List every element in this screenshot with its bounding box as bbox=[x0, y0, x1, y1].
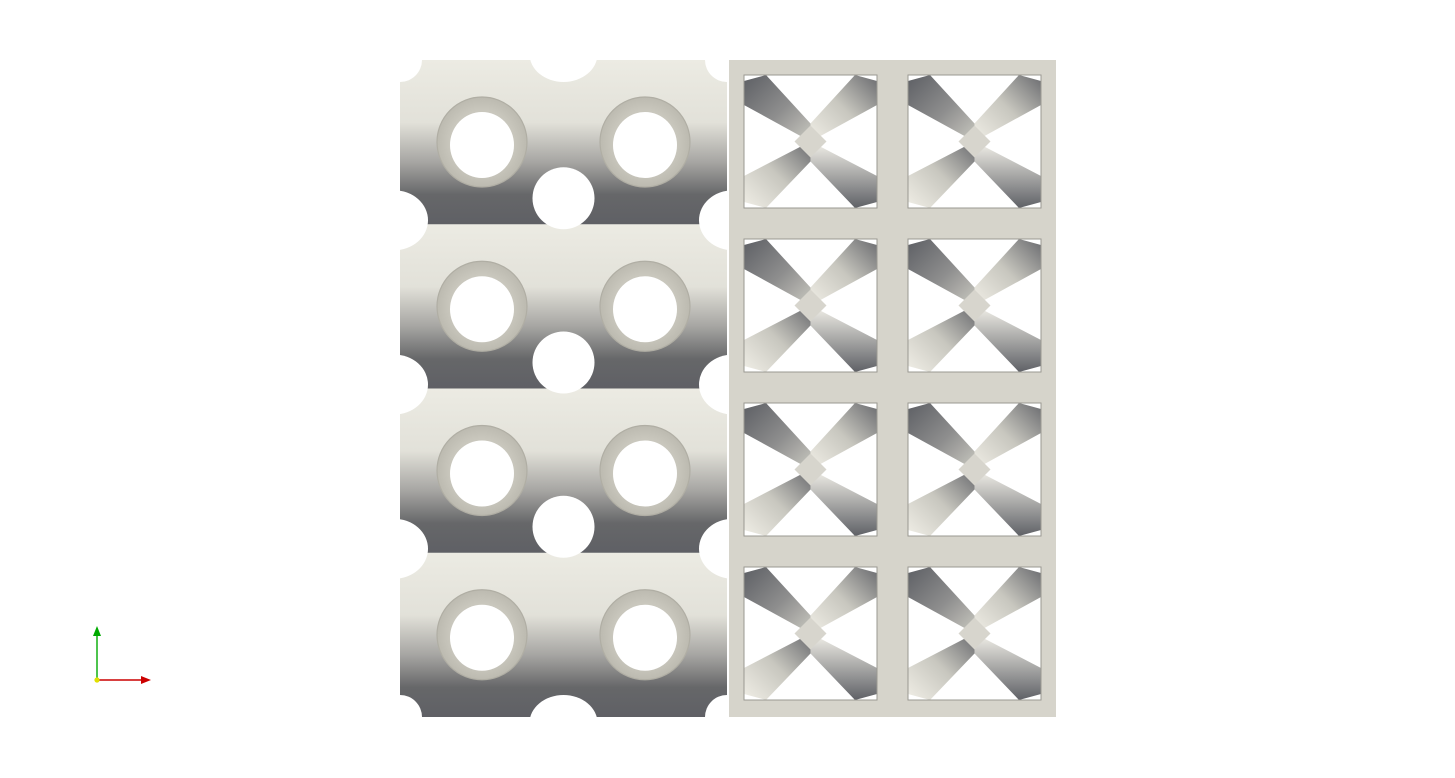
bottom-notch bbox=[529, 695, 598, 751]
ring-edge bbox=[599, 589, 691, 681]
strut-upper-left bbox=[744, 403, 811, 470]
ring-hole bbox=[613, 604, 677, 671]
lattice-cell bbox=[743, 402, 878, 537]
lattice-cell bbox=[907, 402, 1042, 537]
edge-cutout bbox=[360, 354, 428, 415]
ring-edge bbox=[436, 589, 528, 681]
strut-upper-left bbox=[744, 239, 811, 306]
ring-edge bbox=[599, 424, 691, 517]
edge-cutout bbox=[360, 518, 428, 579]
edge-cutout bbox=[360, 190, 428, 251]
ring-edge bbox=[436, 260, 528, 352]
orientation-axes bbox=[93, 626, 151, 684]
ring-edge bbox=[599, 96, 691, 188]
strut-upper-right bbox=[974, 567, 1041, 634]
cell-border bbox=[907, 402, 1042, 537]
y-axis-arrowhead bbox=[93, 626, 101, 636]
ring-hole bbox=[450, 112, 514, 178]
strut-upper-right bbox=[810, 567, 877, 634]
strut-upper-left bbox=[744, 567, 811, 634]
strut-upper-right bbox=[974, 75, 1041, 142]
ring-edge bbox=[436, 96, 528, 188]
ring-hole bbox=[613, 112, 677, 178]
strut-lower-left bbox=[908, 633, 975, 700]
lattice-cell bbox=[907, 566, 1042, 701]
lattice-cell bbox=[743, 238, 878, 373]
strut-upper-right bbox=[810, 75, 877, 142]
top-notch bbox=[529, 26, 598, 82]
ring-hole bbox=[450, 604, 514, 671]
strut-node bbox=[794, 125, 827, 158]
strut-lower-left bbox=[908, 469, 975, 536]
strut-upper-left bbox=[908, 567, 975, 634]
strut-lower-right bbox=[974, 305, 1041, 372]
strut-upper-right bbox=[810, 403, 877, 470]
strut-node bbox=[958, 617, 991, 650]
x-axis-arrowhead bbox=[141, 676, 151, 684]
cell-border bbox=[743, 74, 878, 209]
strut-lower-left bbox=[744, 633, 811, 700]
strut-upper-right bbox=[810, 239, 877, 306]
strut-lower-left bbox=[744, 141, 811, 208]
strut-node bbox=[958, 289, 991, 322]
strut-lower-right bbox=[810, 141, 877, 208]
cell-border bbox=[743, 566, 878, 701]
strut-upper-right bbox=[974, 403, 1041, 470]
corner-cutout bbox=[378, 38, 422, 82]
cell-border bbox=[907, 238, 1042, 373]
cell-border bbox=[907, 566, 1042, 701]
cell-border bbox=[743, 238, 878, 373]
strut-lower-left bbox=[908, 305, 975, 372]
strut-lattice-object bbox=[729, 60, 1056, 717]
ring-hole bbox=[450, 276, 514, 343]
strut-upper-left bbox=[908, 403, 975, 470]
lattice-cell bbox=[743, 74, 878, 209]
strut-lower-right bbox=[810, 305, 877, 372]
cell-border bbox=[907, 74, 1042, 209]
lattice-cell bbox=[743, 566, 878, 701]
strut-upper-left bbox=[908, 239, 975, 306]
strut-lower-right bbox=[974, 141, 1041, 208]
ring-edge bbox=[436, 424, 528, 517]
lattice-cell bbox=[907, 74, 1042, 209]
ring-edge bbox=[599, 260, 691, 352]
ring-hole bbox=[450, 440, 514, 507]
axes-origin bbox=[94, 677, 100, 683]
strut-lower-right bbox=[810, 633, 877, 700]
strut-node bbox=[794, 453, 827, 486]
through-hole bbox=[532, 331, 595, 394]
lattice-cell bbox=[907, 238, 1042, 373]
strut-lower-left bbox=[744, 305, 811, 372]
strut-lower-right bbox=[974, 633, 1041, 700]
strut-node bbox=[794, 289, 827, 322]
corner-cutout bbox=[378, 695, 422, 739]
strut-node bbox=[794, 617, 827, 650]
cell-border bbox=[743, 402, 878, 537]
ring-hole bbox=[613, 276, 677, 343]
through-hole bbox=[532, 495, 595, 558]
strut-upper-left bbox=[744, 75, 811, 142]
strut-node bbox=[958, 125, 991, 158]
strut-node bbox=[958, 453, 991, 486]
ring-hole bbox=[613, 440, 677, 507]
strut-lower-left bbox=[744, 469, 811, 536]
through-hole bbox=[532, 167, 595, 230]
gyroid-lattice-object bbox=[360, 26, 767, 751]
strut-lower-right bbox=[810, 469, 877, 536]
strut-upper-right bbox=[974, 239, 1041, 306]
strut-lower-left bbox=[908, 141, 975, 208]
strut-lower-right bbox=[974, 469, 1041, 536]
strut-upper-left bbox=[908, 75, 975, 142]
